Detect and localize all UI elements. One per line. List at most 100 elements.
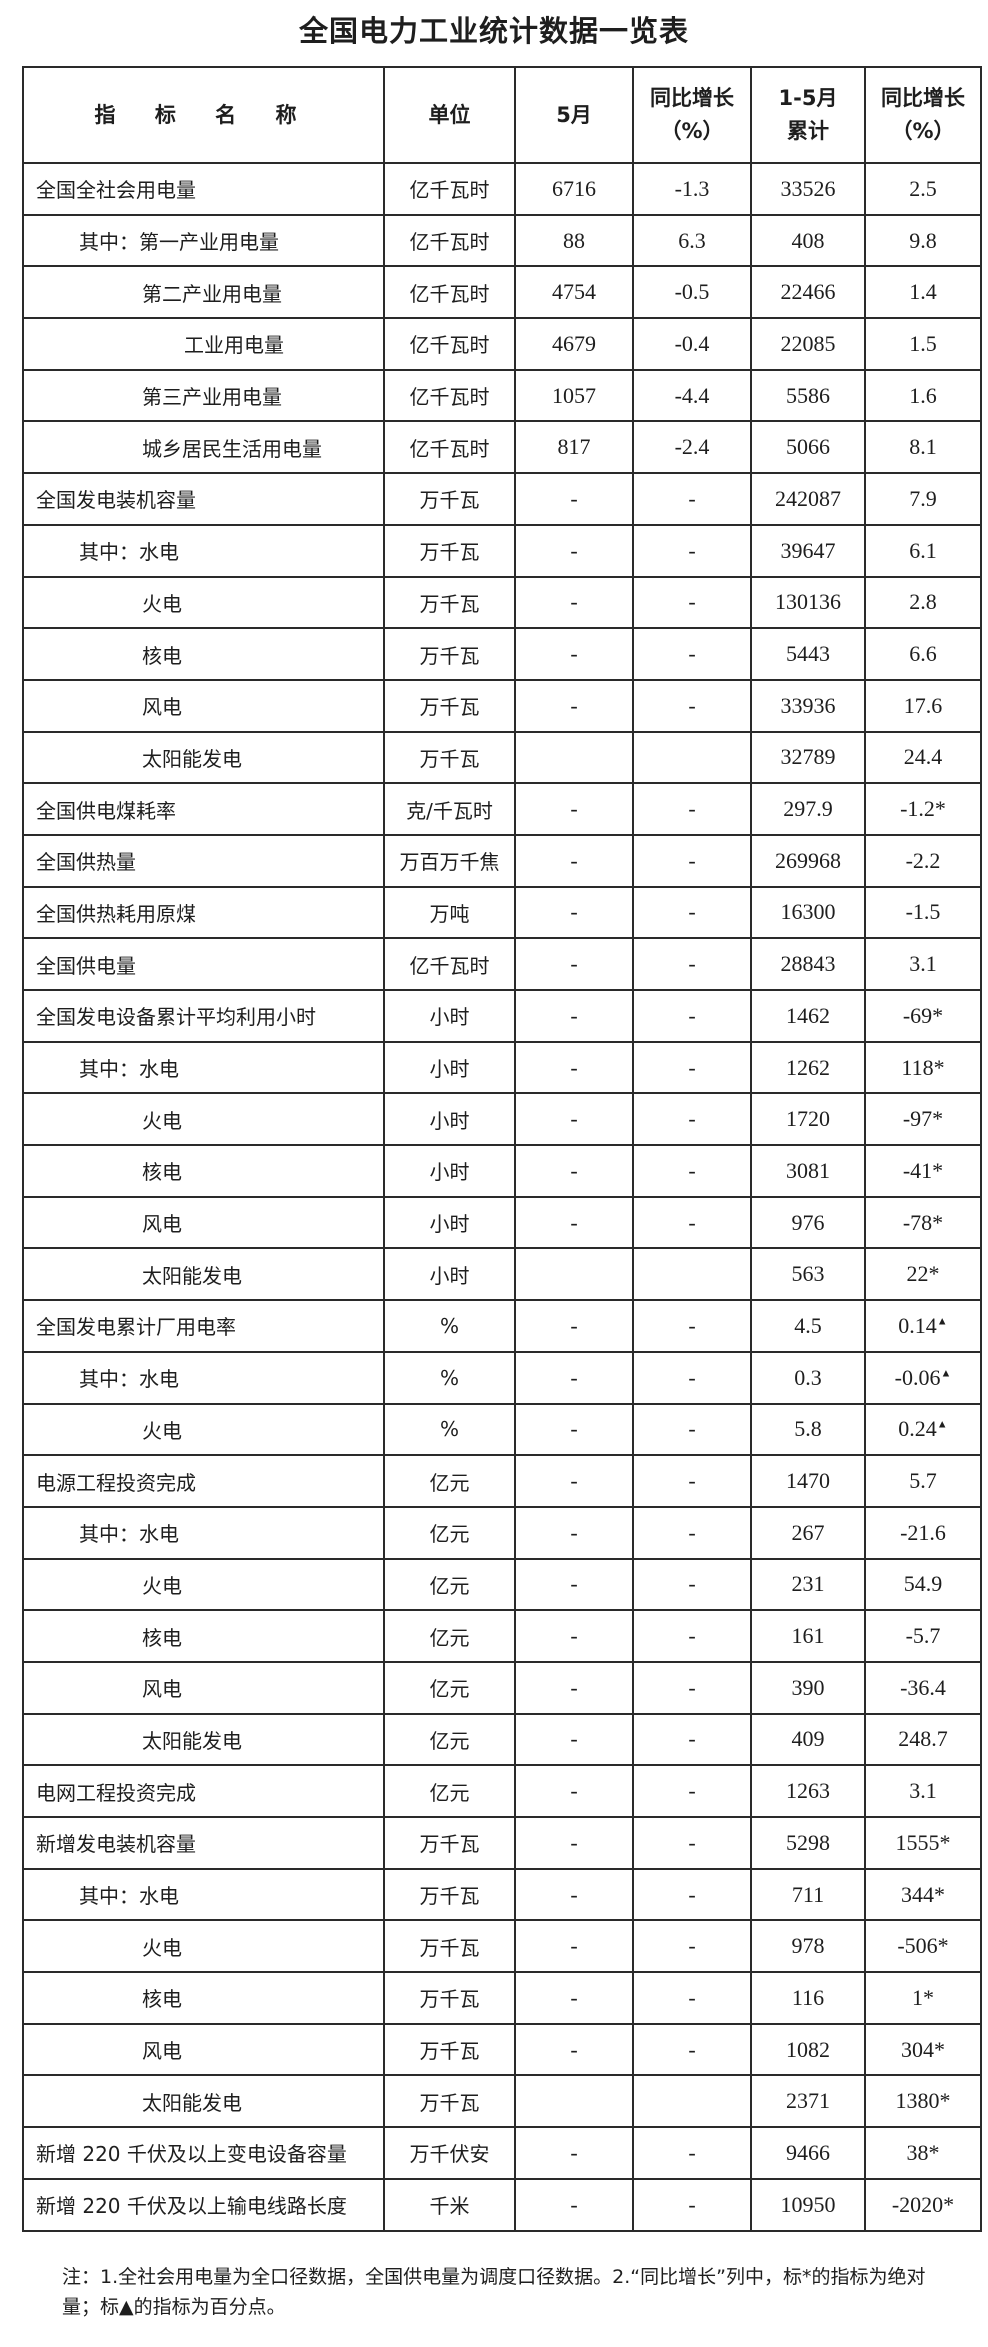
- cell-unit: 小时: [383, 1247, 516, 1302]
- cell-cumulative-yoy: 17.6: [864, 678, 982, 733]
- cell-cumulative-yoy: 5.7: [864, 1454, 982, 1508]
- cell-unit: 万吨: [383, 885, 516, 940]
- cell-may-yoy: -0.5: [632, 265, 752, 320]
- cell-indicator-name: 风电: [22, 1195, 385, 1250]
- cell-indicator-name: 全国发电装机容量: [22, 472, 385, 526]
- cell-indicator-name: 火电: [22, 1919, 385, 1974]
- cell-cumulative-yoy: -69*: [864, 989, 982, 1043]
- cell-may: -: [514, 2022, 634, 2077]
- cell-cumulative: 1720: [750, 1092, 866, 1147]
- cell-indicator-name: 太阳能发电: [22, 2074, 385, 2129]
- cell-unit: 万千伏安: [383, 2126, 516, 2180]
- cell-may-yoy: -: [632, 1816, 752, 1870]
- cell-cumulative-yoy: -0.06▲: [864, 1350, 982, 1405]
- cell-cumulative-yoy: -2020*: [864, 2177, 982, 2232]
- cell-unit: 万千瓦: [383, 1816, 516, 1870]
- cell-cumulative: 1470: [750, 1454, 866, 1508]
- cell-may: 4754: [514, 265, 634, 320]
- cell-cumulative: 28843: [750, 937, 866, 991]
- cell-indicator-name: 全国供热量: [22, 833, 385, 888]
- cell-cumulative-yoy: 22*: [864, 1247, 982, 1302]
- cell-may: -: [514, 782, 634, 836]
- table-row: 核电 万千瓦 - -5443 6.6: [22, 627, 982, 681]
- cell-cumulative-yoy: 304*: [864, 2022, 982, 2077]
- table-row: 火电% - -5.8 0.24▲: [22, 1402, 982, 1457]
- footnote: 注：1.全社会用电量为全口径数据，全国供电量为调度口径数据。2.“同比增长”列中…: [62, 2266, 926, 2318]
- cell-unit: 亿元: [383, 1454, 516, 1508]
- cell-cumulative-yoy: 6.6: [864, 627, 982, 681]
- cell-may-yoy: -: [632, 678, 752, 733]
- cell-indicator-name: 其中：第一产业用电量: [22, 213, 385, 268]
- table-row: 城乡居民生活用电量 亿千瓦时 817 -2.4 5066 8.1: [22, 420, 982, 475]
- cell-cumulative: 9466: [750, 2126, 866, 2180]
- cell-unit: 千米: [383, 2177, 516, 2232]
- cell-cumulative: 267: [750, 1505, 866, 1560]
- table-row: 其中：水电% - -0.3 -0.06▲: [22, 1350, 982, 1405]
- table-row: 核电 万千瓦 - -116 1*: [22, 1971, 982, 2025]
- header-may-yoy: 同比增长 （%）: [632, 66, 752, 164]
- cell-may-yoy: -: [632, 1505, 752, 1560]
- cell-unit: 亿千瓦时: [383, 937, 516, 991]
- cell-cumulative-yoy: 1555*: [864, 1816, 982, 1870]
- table-row: 核电 小时 - -3081 -41*: [22, 1144, 982, 1198]
- cell-cumulative-yoy: 248.7: [864, 1712, 982, 1767]
- cell-indicator-name: 太阳能发电: [22, 1247, 385, 1302]
- cell-may: -: [514, 989, 634, 1043]
- header-may: 5月: [514, 66, 634, 164]
- cell-cumulative: 390: [750, 1660, 866, 1715]
- table-row: 太阳能发电 万千瓦 32789 24.4: [22, 730, 982, 785]
- cell-may-yoy: -: [632, 2177, 752, 2232]
- cell-cumulative-yoy: -1.2*: [864, 782, 982, 836]
- cell-may: -: [514, 1557, 634, 1612]
- cell-may-yoy: -: [632, 2126, 752, 2180]
- cell-cumulative: 5298: [750, 1816, 866, 1870]
- cell-may-yoy: -: [632, 1609, 752, 1663]
- cell-may: 817: [514, 420, 634, 475]
- cell-unit: 亿千瓦时: [383, 368, 516, 423]
- table-row: 工业用电量 亿千瓦时 4679 -0.4 22085 1.5: [22, 317, 982, 371]
- cell-may-yoy: -: [632, 523, 752, 578]
- cell-cumulative: 297.9: [750, 782, 866, 836]
- cell-cumulative-yoy: 3.1: [864, 1764, 982, 1818]
- cell-cumulative-yoy: -36.4: [864, 1660, 982, 1715]
- cell-unit: 亿元: [383, 1609, 516, 1663]
- table-row: 风电 万千瓦 - -1082 304*: [22, 2022, 982, 2077]
- cell-may: -: [514, 1919, 634, 1974]
- cell-indicator-name: 火电: [22, 575, 385, 630]
- cell-cumulative-yoy: 344*: [864, 1867, 982, 1922]
- cell-may-yoy: -0.4: [632, 317, 752, 371]
- cell-may: -: [514, 937, 634, 991]
- triangle-marker: ▲: [936, 1315, 948, 1328]
- cell-may-yoy: [632, 1247, 752, 1302]
- cell-may: [514, 1247, 634, 1302]
- cell-cumulative: 3081: [750, 1144, 866, 1198]
- table-row: 电源工程投资完成 亿元 - -1470 5.7: [22, 1454, 982, 1508]
- cell-indicator-name: 新增发电装机容量: [22, 1816, 385, 1870]
- cell-may: -: [514, 833, 634, 888]
- cell-cumulative-yoy: 54.9: [864, 1557, 982, 1612]
- cell-cumulative: 39647: [750, 523, 866, 578]
- cell-cumulative-yoy: 7.9: [864, 472, 982, 526]
- table-row: 其中：水电 万千瓦 - -711 344*: [22, 1867, 982, 1922]
- cell-may: -: [514, 2126, 634, 2180]
- cell-unit: 万千瓦: [383, 2074, 516, 2129]
- cell-unit: 克/千瓦时: [383, 782, 516, 836]
- cell-cumulative: 33936: [750, 678, 866, 733]
- cell-cumulative: 22085: [750, 317, 866, 371]
- cell-unit: 万千瓦: [383, 523, 516, 578]
- cell-may-yoy: -: [632, 2022, 752, 2077]
- cell-indicator-name: 太阳能发电: [22, 730, 385, 785]
- cell-unit: 亿元: [383, 1505, 516, 1560]
- cell-indicator-name: 新增 220 千伏及以上输电线路长度: [22, 2177, 385, 2232]
- cell-unit: 万千瓦: [383, 627, 516, 681]
- cell-indicator-name: 全国供电煤耗率: [22, 782, 385, 836]
- cell-cumulative-yoy: -506*: [864, 1919, 982, 1974]
- cell-cumulative: 711: [750, 1867, 866, 1922]
- cell-indicator-name: 太阳能发电: [22, 1712, 385, 1767]
- cell-cumulative: 5586: [750, 368, 866, 423]
- cell-may-yoy: -: [632, 1299, 752, 1353]
- cell-cumulative: 16300: [750, 885, 866, 940]
- cell-indicator-name: 电源工程投资完成: [22, 1454, 385, 1508]
- cell-unit: 小时: [383, 1195, 516, 1250]
- cell-cumulative: 1262: [750, 1040, 866, 1095]
